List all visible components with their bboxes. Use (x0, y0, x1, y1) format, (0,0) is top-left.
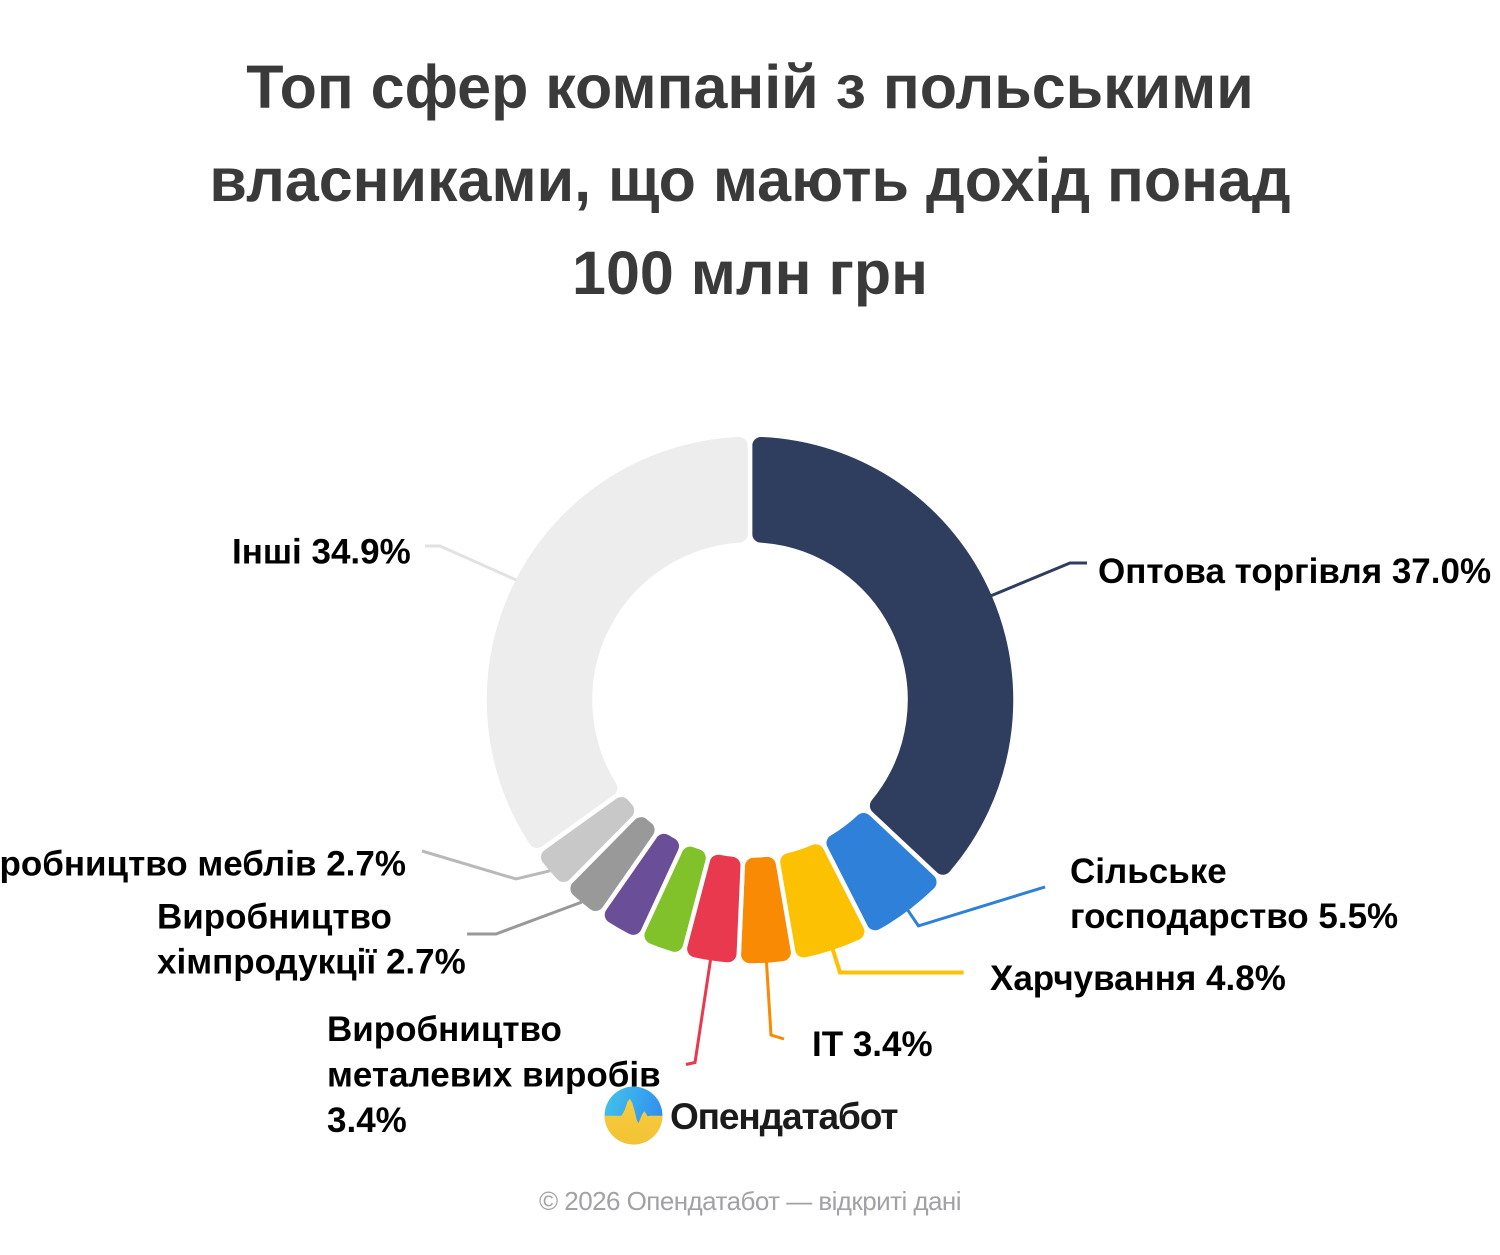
svg-text:власниками, що мають дохід пон: власниками, що мають дохід понад (209, 146, 1290, 214)
svg-text:100 млн грн: 100 млн грн (572, 239, 928, 307)
svg-text:Сільське: Сільське (1070, 852, 1227, 891)
svg-text:Виробництво: Виробництво (327, 1010, 562, 1049)
svg-text:Топ сфер компаній з польськими: Топ сфер компаній з польськими (246, 53, 1254, 121)
svg-text:Виробництво: Виробництво (157, 897, 392, 936)
svg-text:Виробництво меблів 2.7%: Виробництво меблів 2.7% (0, 844, 406, 883)
svg-text:Інші 34.9%: Інші 34.9% (232, 533, 411, 572)
svg-text:Харчування 4.8%: Харчування 4.8% (990, 959, 1286, 998)
svg-text:Опендатабот: Опендатабот (670, 1096, 898, 1137)
svg-text:господарство 5.5%: господарство 5.5% (1070, 897, 1398, 936)
svg-text:металевих виробів: металевих виробів (327, 1056, 661, 1095)
svg-text:© 2026 Опендатабот — відкриті: © 2026 Опендатабот — відкриті дані (539, 1186, 961, 1216)
svg-text:IT 3.4%: IT 3.4% (812, 1025, 933, 1064)
svg-text:хімпродукції 2.7%: хімпродукції 2.7% (157, 942, 466, 981)
svg-text:Оптова торгівля 37.0%: Оптова торгівля 37.0% (1098, 552, 1491, 591)
svg-text:3.4%: 3.4% (327, 1101, 407, 1140)
